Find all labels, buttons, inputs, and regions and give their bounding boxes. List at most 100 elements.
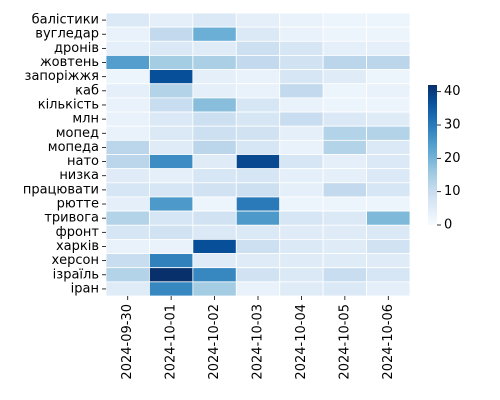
heatmap-cell (235, 210, 281, 226)
y-tick-label: ізраїль (53, 267, 99, 282)
heatmap-cell (105, 69, 150, 85)
heatmap-cell (279, 139, 324, 155)
heatmap-cell (105, 83, 150, 99)
heatmap-cell (322, 238, 367, 254)
heatmap-cell (105, 210, 150, 226)
colorbar-tick-label: 40 (444, 84, 461, 99)
y-tick-label: каб (75, 83, 99, 98)
heatmap-cell (366, 40, 411, 56)
x-tick-label: 2024-10-03 (251, 304, 266, 380)
heatmap-cell (322, 196, 367, 212)
heatmap-cell (105, 154, 150, 170)
y-tick-label: мопеда (48, 140, 99, 155)
heatmap-cell (192, 154, 237, 170)
y-tick-label: фронт (56, 225, 100, 240)
heatmap-cell (105, 26, 150, 42)
y-tick-label: іран (71, 281, 99, 296)
heatmap-cell (366, 125, 411, 141)
heatmap-cell (192, 139, 237, 155)
heatmap-cell (105, 111, 150, 127)
heatmap-cell (366, 154, 411, 170)
y-tick-label: кількість (38, 97, 99, 112)
heatmap-cell (105, 55, 150, 71)
heatmap-cell (322, 97, 367, 113)
heatmap-cell (235, 168, 281, 184)
heatmap-cell (279, 196, 324, 212)
heatmap-cell (192, 97, 237, 113)
heatmap-cell (105, 97, 150, 113)
x-tick-label: 2024-10-01 (164, 304, 179, 380)
heatmap-cell (322, 125, 367, 141)
heatmap-cell (149, 281, 194, 297)
heatmap-cell (279, 69, 324, 85)
heatmap-cell (279, 55, 324, 71)
colorbar-tick-label: 10 (444, 184, 461, 199)
heatmap-cell (235, 196, 281, 212)
heatmap-cell (105, 168, 150, 184)
heatmap-cell (149, 238, 194, 254)
heatmap-cell (192, 253, 237, 269)
heatmap-cell (322, 281, 367, 297)
heatmap-cell (235, 83, 281, 99)
heatmap-cell (192, 83, 237, 99)
heatmap-cell (279, 12, 324, 28)
heatmap-cell (149, 55, 194, 71)
heatmap-cell (192, 210, 237, 226)
heatmap-cell (149, 125, 194, 141)
heatmap-cell (235, 281, 281, 297)
heatmap-cell (149, 154, 194, 170)
heatmap-cell (235, 139, 281, 155)
heatmap-cell (192, 111, 237, 127)
heatmap-cell (192, 12, 237, 28)
heatmap-cell (235, 26, 281, 42)
heatmap-cell (235, 125, 281, 141)
heatmap-cell (366, 111, 411, 127)
heatmap-cell (192, 55, 237, 71)
x-tick-label: 2024-10-06 (381, 304, 396, 380)
heatmap-cell (366, 210, 411, 226)
heatmap-cell (322, 26, 367, 42)
x-tick-label: 2024-09-30 (120, 304, 135, 380)
heatmap-cell (366, 281, 411, 297)
heatmap-cell (322, 12, 367, 28)
heatmap-cell (235, 267, 281, 283)
y-tick-label: рютте (57, 197, 99, 212)
heatmap-cell (366, 253, 411, 269)
heatmap-cell (322, 111, 367, 127)
x-tick-label: 2024-10-04 (294, 304, 309, 380)
heatmap-cell (279, 281, 324, 297)
heatmap-cell (366, 139, 411, 155)
heatmap-cell (235, 154, 281, 170)
heatmap-cell (322, 55, 367, 71)
heatmap-cell (322, 154, 367, 170)
heatmap-cell (366, 182, 411, 198)
colorbar: 0 10 20 30 40 (428, 84, 461, 233)
heatmap-cell (366, 238, 411, 254)
heatmap-cell (322, 40, 367, 56)
heatmap-cell (322, 69, 367, 85)
heatmap-cell (192, 182, 237, 198)
y-tick-label: дронів (54, 41, 99, 56)
heatmap-cell (149, 40, 194, 56)
y-tick-label: низка (59, 168, 99, 183)
heatmap-cell (192, 69, 237, 85)
heatmap-cell (149, 210, 194, 226)
heatmap-cell (235, 111, 281, 127)
heatmap-cell (149, 83, 194, 99)
heatmap-cell (279, 267, 324, 283)
heatmap-cell (105, 253, 150, 269)
heatmap-cell (366, 267, 411, 283)
heatmap-cell (149, 97, 194, 113)
heatmap-cell (279, 238, 324, 254)
x-axis-labels: 2024-09-30 2024-10-01 2024-10-02 2024-10-03… (120, 296, 396, 380)
heatmap-cell (279, 210, 324, 226)
y-tick-label: жовтень (40, 55, 99, 70)
heatmap-cell (279, 111, 324, 127)
heatmap-cell (366, 12, 411, 28)
heatmap-cell (105, 224, 150, 240)
heatmap-cell (279, 97, 324, 113)
y-tick-label: працювати (23, 182, 99, 197)
heatmap-cell (322, 139, 367, 155)
heatmap-cell (366, 69, 411, 85)
